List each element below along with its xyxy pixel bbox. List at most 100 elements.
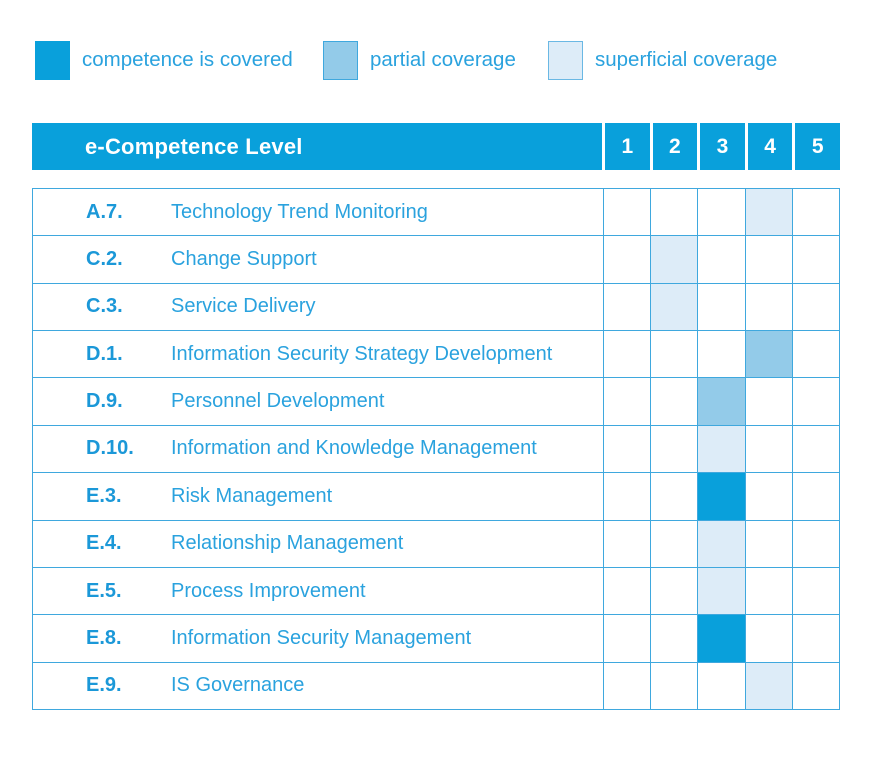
row-title: Relationship Management [171,532,404,555]
row-label-cell: E.5. Process Improvement [33,568,603,614]
cell-d1-level-1 [603,331,651,378]
legend-item-superficial: superficial coverage [548,40,777,80]
cell-a7-level-3 [697,189,745,236]
row-title: Change Support [171,248,317,271]
row-code: E.9. [86,674,122,697]
cell-a7-level-1 [603,189,651,236]
cell-d10-level-3 [697,425,745,473]
legend-item-covered: competence is covered [35,40,293,80]
cell-d9-level-4 [744,378,792,425]
row-label-cell: E.3. Risk Management [33,473,603,519]
row-code: E.4. [86,532,122,555]
table-row-e3: E.3. Risk Management [33,472,840,520]
cell-e4-level-3 [697,520,745,567]
row-title: Service Delivery [171,295,316,318]
cell-c3-level-2 [650,283,698,331]
cell-d10-level-2 [650,425,698,473]
cell-d9-level-2 [650,378,698,425]
cell-e8-level-5 [791,615,840,662]
row-title: Information Security Management [171,626,472,649]
row-title: IS Governance [171,674,305,697]
legend-label-partial: partial coverage [370,48,516,71]
legend-label-covered: competence is covered [82,48,293,71]
cell-e5-level-1 [603,567,651,615]
cell-c2-level-1 [603,236,651,283]
table-row-d9: D.9. Personnel Development [33,377,840,425]
cell-c2-level-3 [697,236,745,283]
row-code: C.3. [86,295,123,318]
covered-swatch [35,40,70,80]
partial-swatch [323,40,358,80]
cell-d1-level-3 [697,331,745,378]
cell-c2-level-4 [744,236,792,283]
row-code: C.2. [86,248,123,271]
row-title: Information Security Strategy Developmen… [171,342,553,365]
cell-d9-level-3 [697,378,745,425]
row-label-cell: A.7. Technology Trend Monitoring [33,189,603,235]
header-level-4: 4 [747,123,793,170]
cell-e5-level-2 [650,567,698,615]
cell-e5-level-4 [744,567,792,615]
table-row-d1: D.1. Information Security Strategy Devel… [33,330,840,378]
cell-a7-level-5 [791,189,840,236]
cell-e3-level-3 [697,473,745,520]
cell-d1-level-4 [744,331,792,378]
table-row-d10: D.10. Information and Knowledge Manageme… [33,424,840,473]
table-title: e-Competence Level [85,133,303,159]
cell-e9-level-2 [650,662,698,709]
cell-e3-level-1 [603,473,651,520]
row-label-cell: D.1. Information Security Strategy Devel… [33,331,603,377]
header-level-2: 2 [652,123,698,170]
legend-label-superficial: superficial coverage [595,48,778,71]
cell-c2-level-2 [650,236,698,283]
row-code: D.9. [86,390,123,413]
cell-c3-level-4 [744,283,792,331]
cell-d1-level-2 [650,331,698,378]
cell-d10-level-1 [603,425,651,473]
table-row-e4: E.4. Relationship Management [33,519,840,567]
table-row-c3: C.3. Service Delivery [33,282,840,331]
cell-e4-level-5 [791,520,840,567]
row-code: D.10. [86,437,134,460]
row-label-cell: E.4. Relationship Management [33,521,603,567]
cell-a7-level-4 [744,189,792,236]
row-title: Information and Knowledge Management [171,437,537,460]
cell-c3-level-3 [697,283,745,331]
cell-e8-level-4 [744,615,792,662]
cell-d10-level-5 [791,425,840,473]
cell-e9-level-1 [603,662,651,709]
cell-e4-level-2 [650,520,698,567]
table-header-bar: e-Competence Level 1 2 3 4 5 [32,123,840,170]
row-title: Personnel Development [171,390,385,413]
cell-e4-level-1 [603,520,651,567]
table-row-c2: C.2. Change Support [33,235,840,283]
header-level-1: 1 [605,123,650,170]
row-label-cell: C.2. Change Support [33,236,603,282]
row-label-cell: D.9. Personnel Development [33,378,603,424]
superficial-swatch [548,40,583,80]
cell-e9-level-4 [744,662,792,709]
row-code: E.3. [86,484,122,507]
row-title: Process Improvement [171,579,366,602]
cell-e8-level-2 [650,615,698,662]
row-label-cell: C.3. Service Delivery [33,284,603,330]
cell-d10-level-4 [744,425,792,473]
table-row-e5: E.5. Process Improvement [33,566,840,615]
coverage-legend: competence is covered partial coverage s… [0,40,887,80]
cell-d9-level-1 [603,378,651,425]
cell-d9-level-5 [791,378,840,425]
cell-e5-level-3 [697,567,745,615]
table-row-e8: E.8. Information Security Management [33,614,840,662]
cell-e4-level-4 [744,520,792,567]
cell-e3-level-5 [791,473,840,520]
cell-d1-level-5 [791,331,840,378]
table-row-e9: E.9. IS Governance [33,661,840,709]
table-title-cell: e-Competence Level [32,123,602,170]
legend-item-partial: partial coverage [323,40,516,80]
cell-a7-level-2 [650,189,698,236]
row-label-cell: E.9. IS Governance [33,663,603,709]
row-title: Technology Trend Monitoring [171,200,428,223]
row-code: D.1. [86,342,123,365]
header-level-3: 3 [700,123,745,170]
cell-c2-level-5 [791,236,840,283]
